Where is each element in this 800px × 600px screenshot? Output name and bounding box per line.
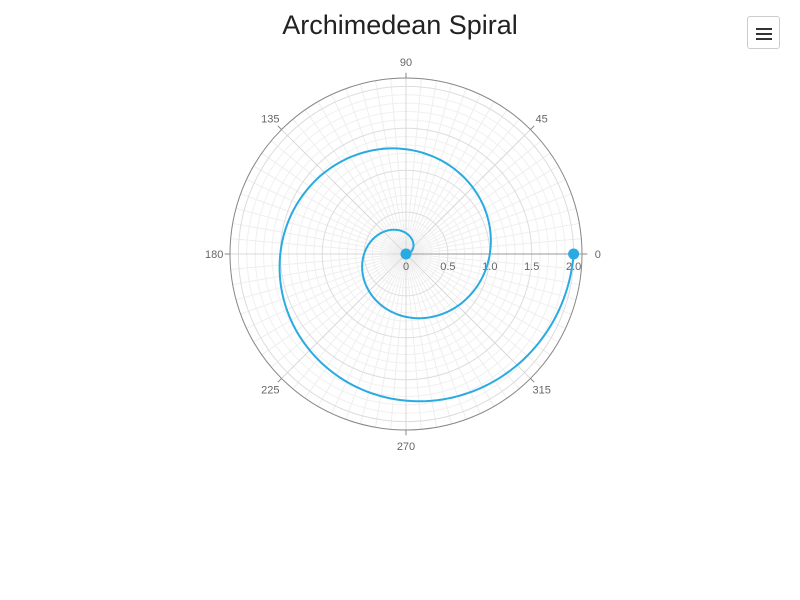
minor-angle-gridline xyxy=(405,101,495,255)
minor-angle-gridline xyxy=(405,165,559,255)
angle-tick-label: 45 xyxy=(536,113,548,125)
minor-angle-gridline xyxy=(359,253,407,425)
angle-tick-mark xyxy=(277,378,282,383)
minor-angle-gridline xyxy=(405,109,508,255)
minor-angle-gridline xyxy=(405,179,566,255)
minor-angle-gridline xyxy=(405,140,542,255)
minor-angle-gridline xyxy=(374,253,407,428)
angle-gridline xyxy=(405,253,531,379)
minor-angle-gridline xyxy=(405,80,438,255)
minor-angle-gridline xyxy=(390,78,407,255)
minor-angle-gridline xyxy=(405,253,577,301)
angle-gridline xyxy=(281,129,407,255)
angle-tick-label: 225 xyxy=(261,385,279,397)
minor-angle-gridline xyxy=(390,253,407,430)
minor-angle-gridline xyxy=(304,253,407,399)
minor-angle-gridline xyxy=(405,253,566,329)
spiral-series-line xyxy=(278,147,575,403)
angle-tick-label: 90 xyxy=(400,57,412,69)
radial-tick-label: 1.5 xyxy=(524,261,539,273)
minor-angle-gridline xyxy=(232,253,407,286)
minor-angle-gridline xyxy=(235,253,407,301)
angle-tick-mark xyxy=(530,378,535,383)
minor-angle-gridline xyxy=(405,253,508,399)
angle-tick-label: 135 xyxy=(261,113,279,125)
minor-angle-gridline xyxy=(405,253,542,368)
angle-tick-mark xyxy=(530,125,535,130)
minor-angle-gridline xyxy=(345,88,407,255)
spiral-data-point xyxy=(568,248,580,260)
minor-angle-gridline xyxy=(253,253,407,343)
minor-angle-gridline xyxy=(405,253,559,343)
radial-tick-label: 0 xyxy=(403,261,409,273)
angle-gridline xyxy=(281,253,407,379)
minor-angle-gridline xyxy=(405,253,467,420)
minor-angle-gridline xyxy=(405,94,481,255)
angle-tick-label: 0 xyxy=(595,249,601,261)
minor-angle-gridline xyxy=(405,253,572,315)
radial-tick-label: 0.5 xyxy=(440,261,455,273)
minor-angle-gridline xyxy=(405,253,495,407)
minor-angle-gridline xyxy=(405,253,438,428)
minor-angle-gridline xyxy=(270,253,407,368)
minor-angle-gridline xyxy=(261,253,407,356)
minor-angle-gridline xyxy=(317,253,407,407)
minor-angle-gridline xyxy=(405,83,453,255)
angle-gridline xyxy=(405,129,531,255)
minor-angle-gridline xyxy=(246,179,407,255)
minor-angle-gridline xyxy=(405,238,582,255)
radial-tick-label: 2.0 xyxy=(566,261,581,273)
minor-angle-gridline xyxy=(240,193,407,255)
minor-angle-gridline xyxy=(405,253,580,286)
minor-angle-gridline xyxy=(345,253,407,420)
angle-tick-label: 180 xyxy=(205,249,223,261)
minor-angle-gridline xyxy=(405,253,551,356)
minor-angle-gridline xyxy=(235,207,407,255)
minor-angle-gridline xyxy=(230,253,407,270)
minor-angle-gridline xyxy=(261,152,407,255)
minor-angle-gridline xyxy=(232,222,407,255)
minor-angle-gridline xyxy=(405,253,481,414)
minor-angle-gridline xyxy=(230,238,407,255)
minor-angle-gridline xyxy=(405,88,467,255)
minor-angle-gridline xyxy=(405,78,422,255)
spiral-data-point xyxy=(400,248,412,260)
minor-angle-gridline xyxy=(405,253,520,390)
minor-angle-gridline xyxy=(246,253,407,329)
minor-angle-gridline xyxy=(331,94,407,255)
angle-tick-label: 270 xyxy=(397,441,415,453)
minor-angle-gridline xyxy=(270,140,407,255)
minor-angle-gridline xyxy=(405,152,551,255)
minor-angle-gridline xyxy=(292,253,407,390)
minor-angle-gridline xyxy=(405,118,520,255)
chart-title: Archimedean Spiral xyxy=(282,10,518,40)
minor-angle-gridline xyxy=(317,101,407,255)
minor-angle-gridline xyxy=(253,165,407,255)
minor-angle-gridline xyxy=(359,83,407,255)
minor-angle-gridline xyxy=(374,80,407,255)
minor-angle-gridline xyxy=(405,253,422,430)
angle-tick-label: 315 xyxy=(532,385,550,397)
minor-angle-gridline xyxy=(240,253,407,315)
minor-angle-gridline xyxy=(405,222,580,255)
minor-angle-gridline xyxy=(405,253,582,270)
angle-tick-mark xyxy=(277,125,282,130)
chart-menu-button[interactable] xyxy=(747,16,780,49)
minor-angle-gridline xyxy=(405,253,453,425)
minor-angle-gridline xyxy=(331,253,407,414)
